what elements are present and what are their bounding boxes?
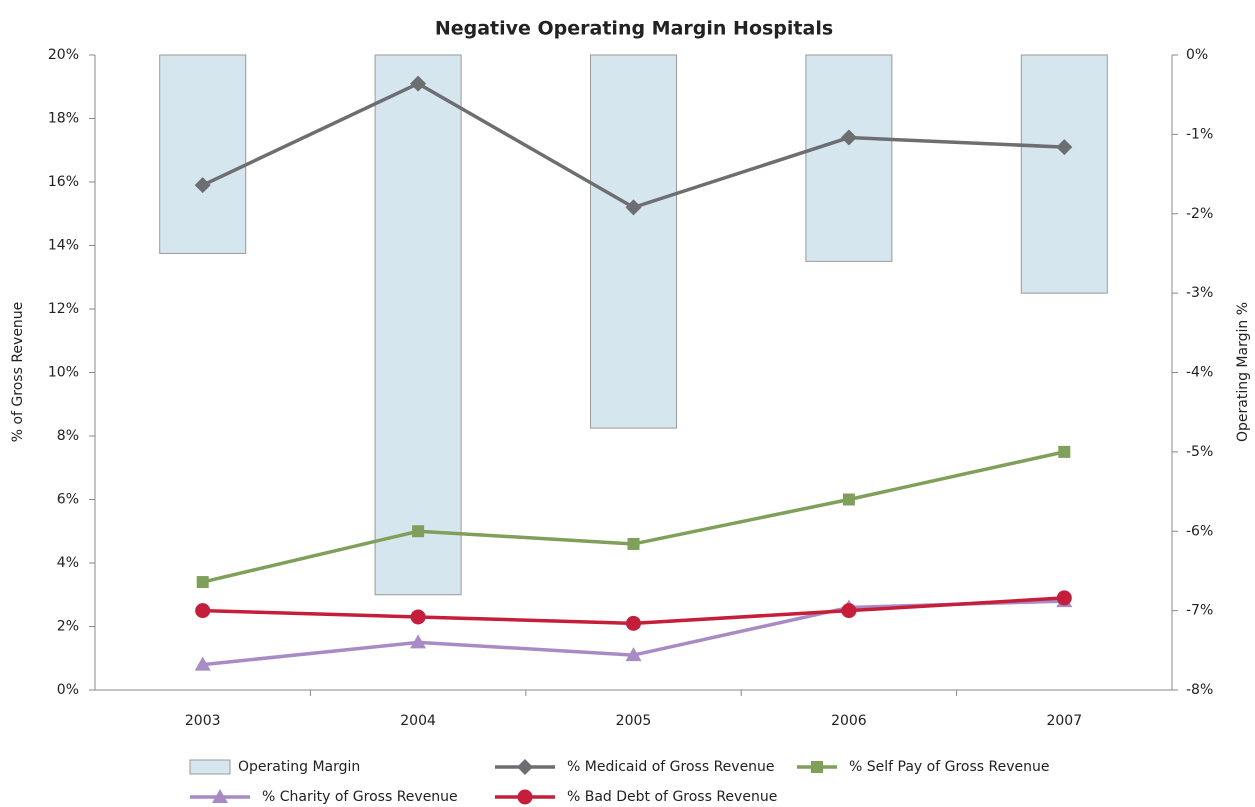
y2-tick-label: -4% <box>1186 365 1213 381</box>
chart-title: Negative Operating Margin Hospitals <box>435 18 833 40</box>
y-tick-label: 6% <box>57 492 79 508</box>
bar <box>374 54 462 596</box>
bar <box>590 54 677 429</box>
y-tick-label: 12% <box>48 301 79 317</box>
marker <box>1058 445 1071 458</box>
marker <box>841 603 857 619</box>
x-tick-label: 2007 <box>1046 713 1082 729</box>
line <box>202 450 1065 584</box>
marker <box>627 537 640 550</box>
legend-label: % Bad Debt of Gross Revenue <box>567 789 777 805</box>
marker <box>840 129 857 146</box>
legend-marker <box>517 759 533 775</box>
y-tick-label: 4% <box>57 555 79 571</box>
x-tick-label: 2006 <box>831 713 867 729</box>
x-tick-label: 2003 <box>185 713 221 729</box>
marker <box>194 656 211 671</box>
y-tick-label: 2% <box>57 619 79 635</box>
marker <box>410 75 427 92</box>
marker <box>194 177 211 194</box>
legend-label: % Self Pay of Gross Revenue <box>849 759 1049 775</box>
marker <box>195 603 211 619</box>
bar <box>805 54 893 262</box>
y-tick-label: 20% <box>48 47 79 63</box>
marker <box>625 647 642 662</box>
legend-marker <box>212 789 228 803</box>
legend-label: % Charity of Gross Revenue <box>262 789 458 805</box>
marker <box>412 525 425 538</box>
marker <box>626 615 641 631</box>
y-tick-label: 18% <box>48 111 79 127</box>
legend-swatch <box>189 759 231 775</box>
y-tick-label: 10% <box>48 365 79 381</box>
legend-label: % Medicaid of Gross Revenue <box>567 759 775 775</box>
y2-tick-label: 0% <box>1186 47 1208 63</box>
y-tick-label: 14% <box>48 238 79 254</box>
x-tick-label: 2005 <box>616 713 652 729</box>
y2-tick-label: -8% <box>1186 682 1213 698</box>
y-axis-title: % of Gross Revenue <box>10 302 26 443</box>
y-tick-label: 8% <box>57 428 79 444</box>
y2-tick-label: -1% <box>1186 126 1213 142</box>
y2-tick-label: -7% <box>1186 603 1213 619</box>
y2-tick-label: -5% <box>1186 444 1213 460</box>
bar <box>1020 54 1108 294</box>
marker <box>410 609 426 625</box>
y-tick-label: 16% <box>48 174 79 190</box>
y2-axis-title: Operating Margin % <box>1235 302 1251 442</box>
marker <box>410 634 427 649</box>
marker <box>196 576 209 589</box>
y2-tick-label: -3% <box>1186 285 1213 301</box>
marker <box>1056 590 1072 606</box>
x-tick-label: 2004 <box>400 713 436 729</box>
y2-tick-label: -6% <box>1186 523 1213 539</box>
marker <box>1056 139 1073 156</box>
bar <box>159 54 247 254</box>
y2-tick-label: -2% <box>1186 206 1213 222</box>
marker <box>842 493 855 506</box>
legend-marker <box>811 761 823 773</box>
legend-marker <box>517 789 533 805</box>
y-tick-label: 0% <box>57 682 79 698</box>
legend-label: Operating Margin <box>238 759 360 775</box>
marker <box>625 199 642 216</box>
